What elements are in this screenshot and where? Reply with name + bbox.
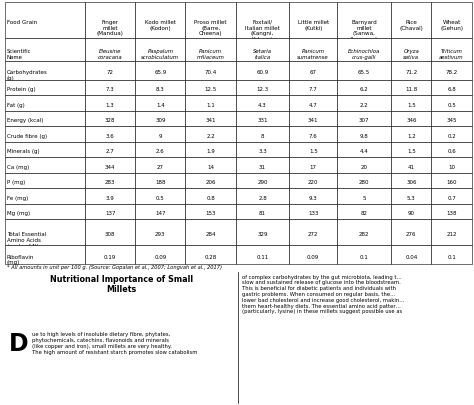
Text: of complex carbohydrates by the gut microbiota, leading t…
slow and sustained re: of complex carbohydrates by the gut micr… <box>242 275 404 314</box>
Text: ue to high levels of insoluble dietary fibre, phytates,
phytochemicals, catechin: ue to high levels of insoluble dietary f… <box>32 332 197 355</box>
Text: * All amounts in unit per 100 g. (Source: Gopalan et al., 2007; Longvah et al., : * All amounts in unit per 100 g. (Source… <box>7 265 222 270</box>
Text: Nutritional Importance of Small
Millets: Nutritional Importance of Small Millets <box>50 275 193 294</box>
Text: D: D <box>9 332 28 356</box>
